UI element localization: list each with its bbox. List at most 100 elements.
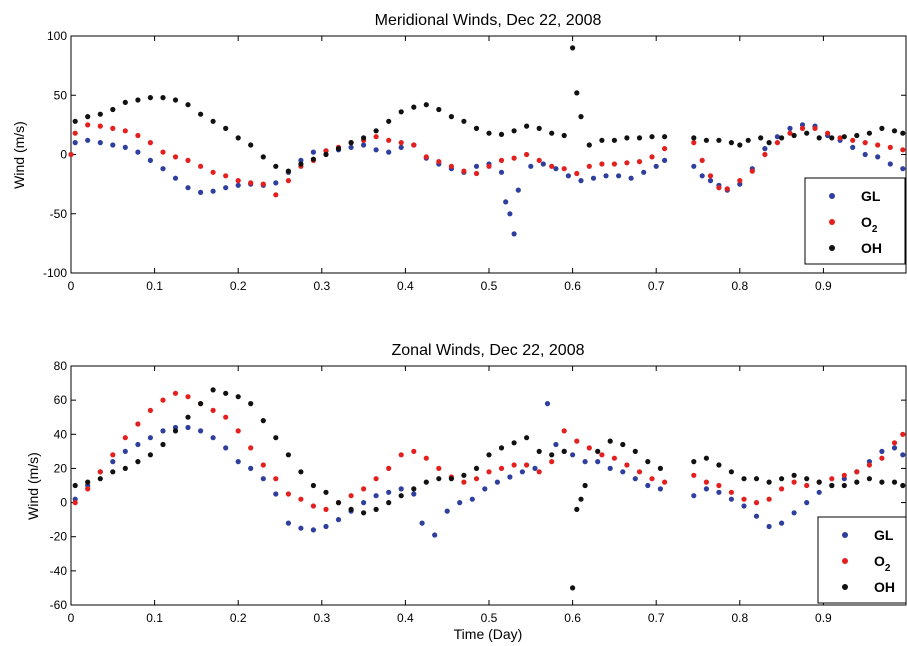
data-point (900, 431, 906, 437)
data-point (386, 149, 392, 155)
series-oh (72, 387, 906, 591)
data-point (185, 102, 191, 108)
data-point (273, 476, 279, 482)
data-point (862, 140, 868, 146)
axes-frame (70, 365, 907, 606)
data-point (691, 140, 697, 146)
data-point (411, 448, 417, 454)
data-point (323, 148, 329, 154)
data-point (398, 109, 404, 115)
data-point (574, 170, 580, 177)
x-tick-label: 0.7 (648, 279, 665, 293)
data-point (599, 161, 605, 167)
data-point (373, 134, 379, 140)
data-point (812, 125, 818, 131)
data-point (310, 156, 316, 162)
legend-label: OH (861, 240, 882, 256)
data-point (436, 159, 442, 165)
data-point (728, 489, 735, 495)
data-point (248, 445, 254, 451)
data-point (122, 435, 128, 441)
legend-label: GL (874, 527, 894, 543)
chart-title: Meridional Winds, Dec 22, 2008 (375, 12, 602, 29)
data-point (879, 479, 885, 485)
data-point (891, 445, 898, 451)
data-point (716, 137, 722, 143)
data-point (528, 163, 534, 169)
data-point (85, 137, 91, 143)
data-point (223, 445, 229, 451)
data-point (432, 532, 438, 538)
data-point (310, 482, 316, 489)
data-point (511, 128, 517, 134)
data-point (473, 170, 480, 177)
data-point (172, 428, 179, 434)
data-point (386, 465, 392, 471)
data-point (298, 496, 304, 502)
data-point (774, 134, 781, 140)
data-point (135, 149, 141, 155)
chart-title: Zonal Winds, Dec 22, 2008 (392, 342, 585, 359)
data-point (837, 135, 843, 141)
data-point (473, 465, 480, 471)
data-point (691, 135, 697, 141)
data-point (298, 157, 304, 163)
data-point (699, 157, 705, 163)
data-point (611, 161, 618, 167)
data-point (540, 161, 546, 167)
data-point (160, 397, 166, 403)
data-point (728, 469, 735, 475)
data-point (285, 168, 291, 174)
data-point (260, 418, 266, 424)
data-point (804, 476, 810, 482)
data-point (436, 476, 442, 482)
data-point (645, 459, 651, 465)
data-point (779, 486, 785, 492)
data-point (649, 476, 655, 482)
data-point (662, 146, 668, 152)
data-point (486, 452, 492, 458)
data-point (335, 146, 342, 152)
data-point (110, 125, 116, 131)
data-point (97, 140, 103, 146)
data-point (473, 163, 480, 169)
legend-marker (829, 219, 835, 225)
data-point (549, 452, 555, 458)
x-tick-label: 0.8 (731, 279, 748, 293)
data-point (273, 435, 279, 441)
data-point (657, 465, 664, 471)
data-point (198, 189, 204, 195)
data-point (900, 166, 906, 172)
data-point (398, 493, 404, 499)
data-point (716, 482, 722, 489)
x-tick-label: 0.1 (146, 611, 163, 625)
data-point (85, 486, 91, 492)
x-tick-label: 0.5 (481, 279, 498, 293)
data-point (97, 123, 103, 129)
data-point (737, 178, 743, 184)
data-point (607, 465, 613, 471)
data-point (223, 185, 229, 191)
data-point (72, 130, 78, 136)
data-point (707, 173, 714, 179)
data-point (511, 155, 517, 161)
data-point (829, 135, 835, 141)
data-point (135, 441, 141, 448)
x-tick-label: 0.1 (146, 279, 163, 293)
data-point (122, 144, 128, 150)
data-point (285, 178, 291, 184)
y-tick-label: 0 (60, 148, 67, 162)
data-point (110, 142, 116, 148)
data-point (649, 154, 655, 160)
data-point (657, 486, 664, 492)
data-point (122, 99, 128, 105)
y-axis-label: Wind (m/s) (11, 121, 27, 189)
data-point (185, 424, 191, 431)
data-point (448, 476, 454, 482)
series-o2 (68, 122, 906, 198)
data-point (875, 142, 881, 148)
data-point (649, 134, 655, 140)
data-point (536, 125, 542, 131)
data-point (335, 517, 342, 523)
data-point (486, 163, 492, 169)
